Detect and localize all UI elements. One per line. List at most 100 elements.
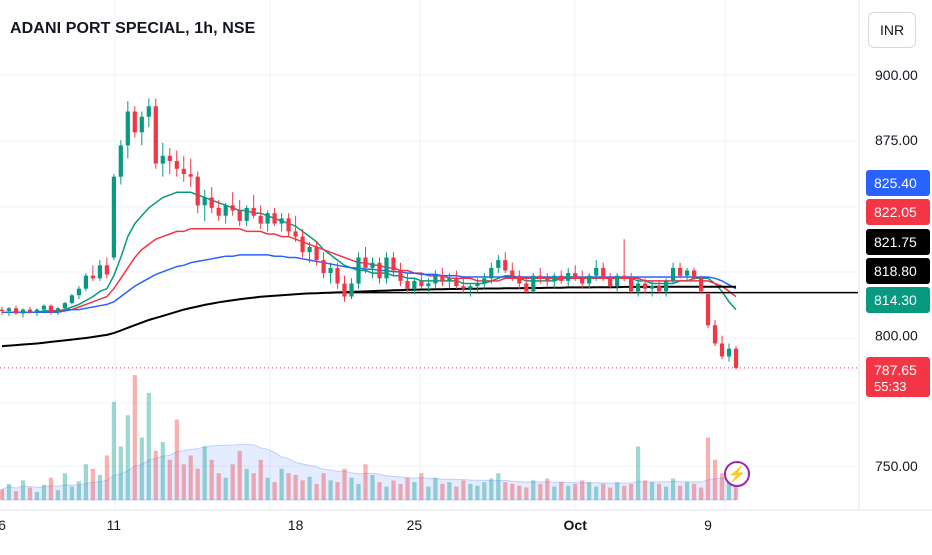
volume-bar (587, 482, 592, 500)
candle-body (475, 283, 480, 287)
candle-body (0, 309, 5, 311)
volume-bar (132, 375, 137, 500)
candle-body (685, 270, 690, 276)
candle-body (167, 155, 172, 161)
candle-body (608, 278, 613, 287)
candle-body (615, 275, 620, 287)
volume-bar (482, 482, 487, 500)
candles (0, 98, 739, 370)
candle-body (279, 218, 284, 224)
volume-bar (41, 484, 46, 500)
candle-body (300, 236, 305, 253)
support-line[interactable] (0, 291, 858, 369)
moving-average-line (2, 254, 737, 313)
candle-body (293, 231, 298, 237)
price-label-box (866, 287, 930, 313)
volume-bar (475, 485, 480, 500)
candle-body (335, 267, 340, 284)
candle-body (20, 309, 26, 314)
candle-body (307, 247, 312, 253)
candle-body (223, 205, 228, 216)
volume-bar (55, 490, 60, 500)
countdown-label: 55:33 (874, 379, 907, 394)
candle-body (251, 207, 256, 216)
volume-bar (391, 480, 396, 500)
volume-bar (202, 446, 207, 500)
price-label: 822.05 (874, 204, 917, 220)
candle-body (356, 257, 361, 284)
volume-bar (104, 455, 109, 500)
candle-body (48, 305, 53, 313)
volume-bar (629, 483, 634, 500)
volume-bar (286, 473, 291, 500)
candle-body (699, 278, 704, 292)
time-tick-label: 11 (107, 517, 122, 533)
volume-bar (321, 473, 326, 500)
candle-body (132, 111, 137, 133)
candle-body (55, 308, 60, 313)
volume-bar (335, 482, 340, 500)
candle-body (650, 286, 655, 289)
volume-bar (0, 489, 5, 500)
candle-body (377, 262, 382, 279)
volume-bar (356, 483, 361, 500)
price-tick-label: 900.00 (875, 67, 918, 83)
price-label-box (866, 229, 930, 255)
time-tick-label: 25 (407, 517, 423, 533)
candle-body (733, 348, 739, 368)
price-label: 814.30 (874, 292, 917, 308)
volume-bar (726, 477, 732, 500)
price-label-box (866, 258, 930, 284)
candle-body (601, 267, 606, 279)
candle-body (195, 176, 200, 206)
volume-bar (496, 473, 501, 500)
candle-body (433, 275, 438, 284)
grid (0, 0, 932, 511)
volume-bar (398, 483, 403, 500)
candle-body (237, 210, 242, 221)
candle-body (146, 106, 151, 117)
candle-body (62, 303, 67, 309)
moving-averages (1, 191, 737, 348)
currency-button[interactable]: INR (868, 12, 916, 48)
volume-bar (719, 473, 725, 500)
candle-body (692, 270, 697, 279)
candle-body (726, 348, 732, 357)
volume-bar (601, 483, 606, 500)
volume-bar (314, 483, 319, 500)
volume-ma-area (1, 443, 737, 501)
volume-bar (265, 477, 270, 500)
chart-title: ADANI PORT SPECIAL, 1h, NSE (10, 20, 256, 37)
time-axis[interactable]: 6 11 18 25 Oct 9 (0, 517, 712, 533)
volume-bar (230, 464, 235, 500)
volume-bar (489, 478, 494, 500)
volume-bar (139, 437, 144, 500)
candle-body (580, 278, 585, 284)
volume-bar (636, 446, 641, 500)
candle-body (712, 325, 718, 344)
price-label-box (866, 357, 930, 397)
price-axis[interactable]: 900.00 875.00 800.00 750.00 825.40 822.05 821.… (866, 67, 930, 474)
candle-body (363, 257, 368, 268)
candle-body (622, 275, 627, 279)
price-label-box (866, 199, 930, 225)
candle-body (678, 267, 683, 276)
candle-body (405, 280, 410, 289)
volume-bar (643, 480, 648, 500)
lightning-icon[interactable]: ⚡ (724, 461, 750, 487)
volume-bar (13, 491, 19, 500)
candle-body (705, 294, 711, 326)
time-tick-label: Oct (564, 517, 588, 533)
candle-body (41, 305, 46, 310)
volume-bar (517, 485, 522, 500)
candle-body (13, 308, 19, 314)
candle-body (391, 257, 396, 271)
volume-bar (712, 459, 718, 500)
candle-body (90, 275, 95, 279)
candle-body (69, 295, 74, 304)
candle-body (461, 286, 466, 289)
candle-body (566, 273, 571, 281)
volume-bar (181, 464, 186, 500)
